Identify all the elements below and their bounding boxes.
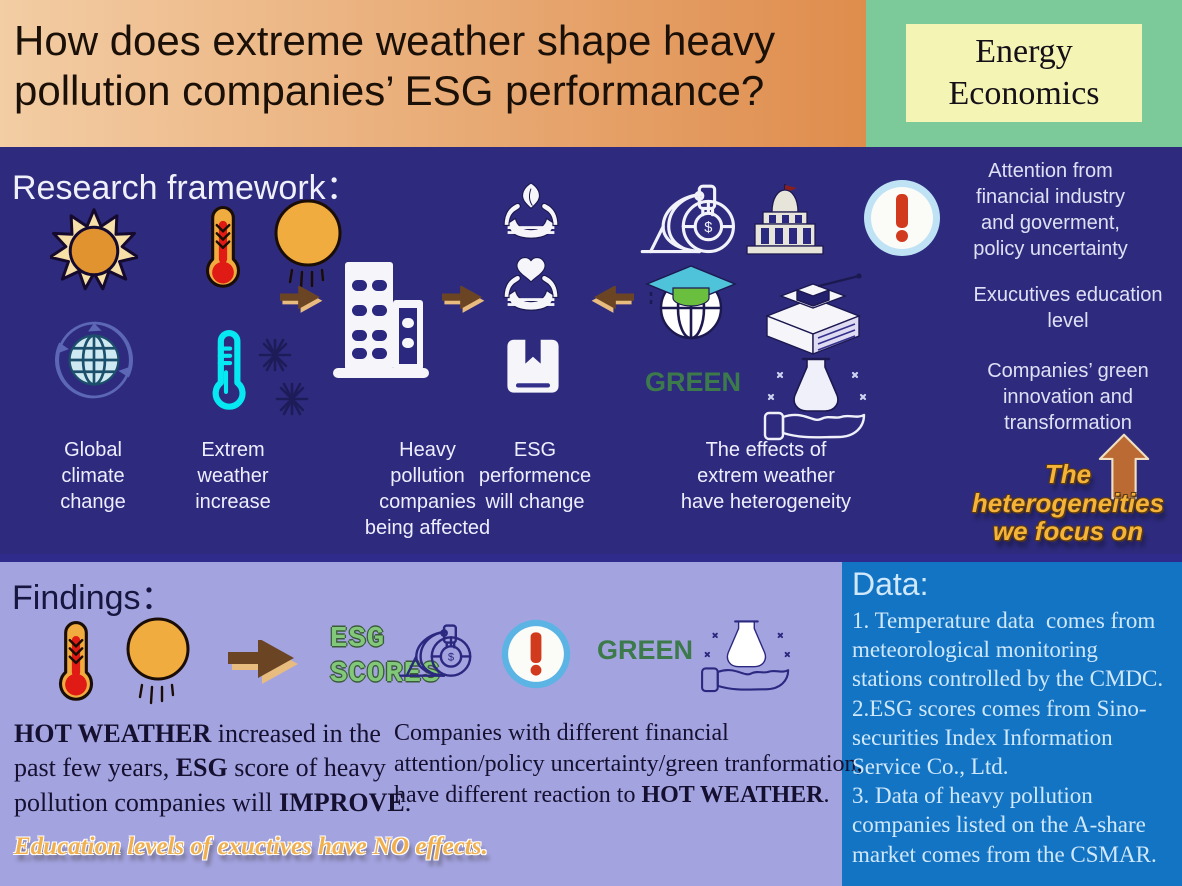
svg-text:$: $ [448,652,455,664]
svg-text:$: $ [704,220,712,236]
